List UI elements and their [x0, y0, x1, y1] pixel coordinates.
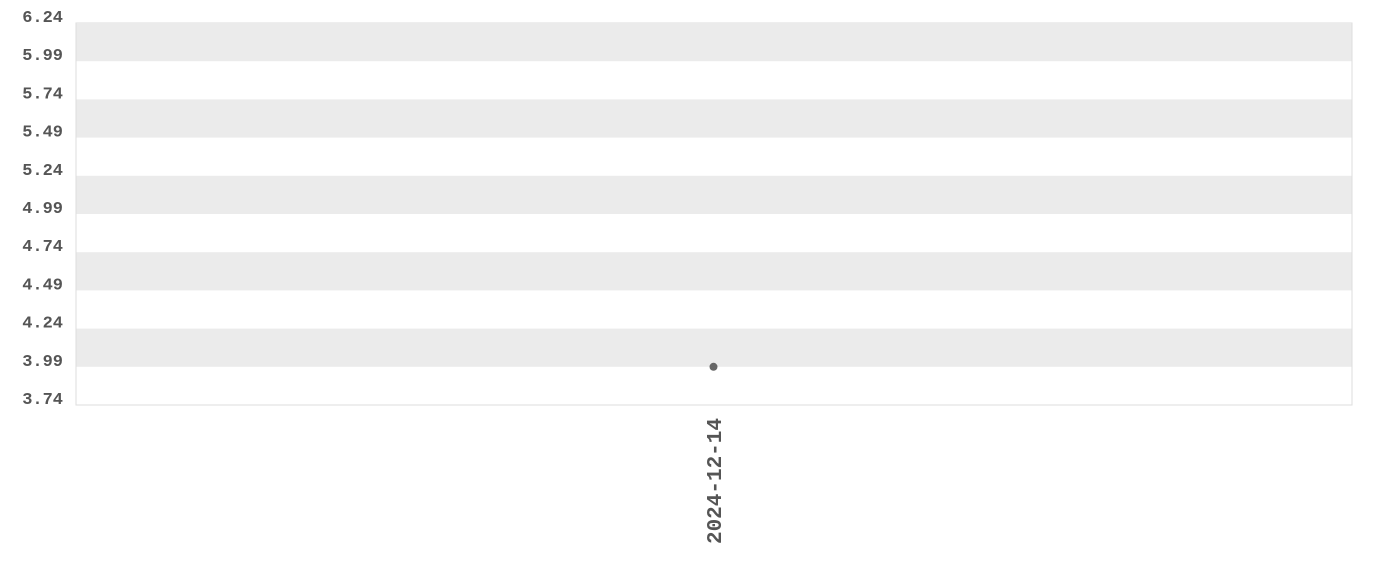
- grid-band: [76, 23, 1352, 62]
- y-tick-label: 5.74: [22, 85, 63, 104]
- y-tick-label: 5.24: [22, 162, 63, 181]
- grid-band: [76, 328, 1352, 367]
- y-tick-label: 3.99: [22, 353, 63, 372]
- y-tick-label: 4.49: [22, 276, 63, 295]
- x-tick-label: 2024-12-14: [705, 418, 728, 544]
- grid-band: [76, 252, 1352, 291]
- data-point: [709, 362, 718, 371]
- y-tick-label: 5.49: [22, 124, 63, 143]
- y-tick-label: 6.24: [22, 9, 63, 28]
- grid-band: [76, 99, 1352, 138]
- y-tick-label: 5.99: [22, 47, 63, 66]
- grid-band: [76, 175, 1352, 214]
- y-tick-label: 3.74: [22, 391, 63, 410]
- y-tick-label: 4.74: [22, 238, 63, 257]
- y-tick-label: 4.24: [22, 315, 63, 334]
- y-tick-label: 4.99: [22, 200, 63, 219]
